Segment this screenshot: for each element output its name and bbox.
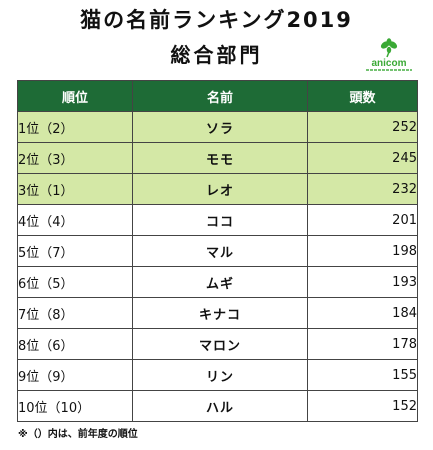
table-row: 8位（6） マロン 178 — [17, 328, 418, 360]
name-cell: マロン — [132, 328, 308, 360]
name-cell: ココ — [132, 204, 308, 236]
column-header-count: 頭数 — [307, 80, 418, 112]
table-row: 2位（3） モモ 245 — [17, 142, 418, 174]
rank-cell: 6位（5） — [17, 266, 133, 298]
name-cell: レオ — [132, 173, 308, 205]
table-header-row: 順位 名前 頭数 — [17, 80, 418, 112]
anicom-logo: anicom — [364, 38, 414, 78]
table-row: 4位（4） ココ 201 — [17, 204, 418, 236]
table-row: 10位（10） ハル 152 — [17, 390, 418, 422]
count-cell: 232 — [307, 173, 418, 205]
rank-cell: 3位（1） — [17, 173, 133, 205]
logo-wordmark: anicom — [371, 58, 407, 69]
table-row: 7位（8） キナコ 184 — [17, 297, 418, 329]
count-cell: 193 — [307, 266, 418, 298]
column-header-rank: 順位 — [17, 80, 133, 112]
rank-cell: 2位（3） — [17, 142, 133, 174]
table-row: 5位（7） マル 198 — [17, 235, 418, 267]
page-title: 猫の名前ランキング2019 — [80, 8, 353, 32]
rank-cell: 7位（8） — [17, 297, 133, 329]
name-cell: ムギ — [132, 266, 308, 298]
rank-cell: 10位（10） — [17, 390, 133, 422]
count-cell: 252 — [307, 111, 418, 143]
table-row: 9位（9） リン 155 — [17, 359, 418, 391]
count-cell: 198 — [307, 235, 418, 267]
count-cell: 245 — [307, 142, 418, 174]
count-cell: 155 — [307, 359, 418, 391]
ranking-table: 順位 名前 頭数 1位（2） ソラ 252 2位（3） モモ 245 3位（1）… — [17, 80, 418, 422]
rank-cell: 8位（6） — [17, 328, 133, 360]
clover-icon — [380, 38, 398, 58]
footnote: ※（）内は、前年度の順位 — [18, 429, 138, 440]
name-cell: ハル — [132, 390, 308, 422]
rank-cell: 1位（2） — [17, 111, 133, 143]
name-cell: モモ — [132, 142, 308, 174]
rank-cell: 9位（9） — [17, 359, 133, 391]
logo-tagline — [366, 69, 412, 71]
column-header-name: 名前 — [132, 80, 308, 112]
name-cell: マル — [132, 235, 308, 267]
count-cell: 201 — [307, 204, 418, 236]
name-cell: リン — [132, 359, 308, 391]
table-row: 1位（2） ソラ 252 — [17, 111, 418, 143]
count-cell: 178 — [307, 328, 418, 360]
table-row: 6位（5） ムギ 193 — [17, 266, 418, 298]
rank-cell: 5位（7） — [17, 235, 133, 267]
table-row: 3位（1） レオ 232 — [17, 173, 418, 205]
page-subtitle: 総合部門 — [170, 43, 263, 67]
count-cell: 152 — [307, 390, 418, 422]
rank-cell: 4位（4） — [17, 204, 133, 236]
count-cell: 184 — [307, 297, 418, 329]
name-cell: ソラ — [132, 111, 308, 143]
name-cell: キナコ — [132, 297, 308, 329]
